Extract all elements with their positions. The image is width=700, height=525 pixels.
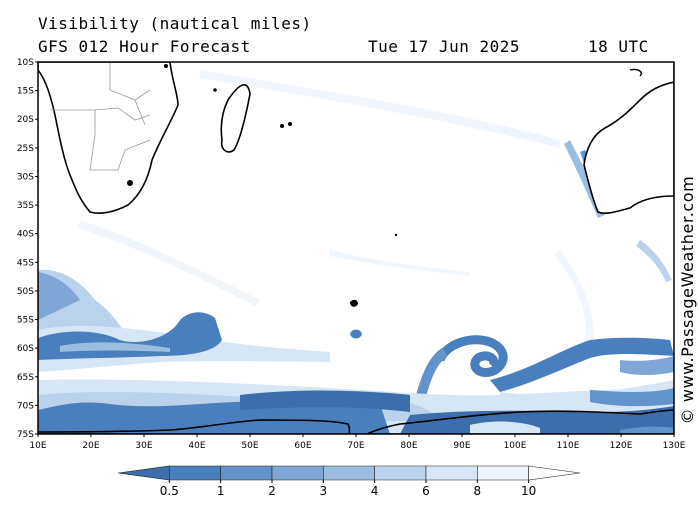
colorbar-segment (528, 465, 581, 481)
lat-label: 55S (17, 316, 34, 326)
lat-label: 10S (17, 58, 34, 68)
lon-label: 20E (82, 441, 99, 451)
lon-label: 40E (188, 441, 205, 451)
lon-label: 120E (610, 441, 633, 451)
colorbar-segment (323, 465, 375, 481)
colorbar-label: 2 (268, 484, 276, 498)
colorbar-label: 3 (320, 484, 328, 498)
coastlines (38, 62, 674, 434)
colorbar-segment (169, 465, 221, 481)
lon-label: 50E (241, 441, 258, 451)
forecast-model: GFS 012 Hour Forecast (38, 37, 251, 56)
lat-label: 75S (17, 430, 34, 440)
lat-label: 50S (17, 287, 34, 297)
colorbar-label: 4 (371, 484, 379, 498)
credit-text: © www.PassageWeather.com (678, 176, 697, 425)
lon-label: 10E (29, 441, 46, 451)
latitude-axis: 10S 15S 20S 25S 30S 35S 40S 45S 50S 55S 60S 65S 70S 7… (17, 58, 38, 440)
colorbar-segment (117, 465, 170, 481)
colorbar-legend: 0.5 1 2 3 4 6 8 10 (117, 465, 581, 498)
lat-label: 45S (17, 258, 34, 268)
map-title: Visibility (nautical miles) (38, 14, 312, 33)
colorbar-segment (220, 465, 273, 481)
colorbar-segment (425, 465, 478, 481)
colorbar-segment (271, 465, 324, 481)
lon-label: 90E (453, 441, 470, 451)
lat-label: 70S (17, 401, 34, 411)
longitude-axis: 10E 20E 30E 40E 50E 60E 70E 80E 90E 100E 110E 120E 1… (29, 434, 686, 451)
forecast-time: 18 UTC (588, 37, 649, 56)
lon-label: 60E (294, 441, 311, 451)
lat-label: 65S (17, 373, 34, 383)
lat-label: 40S (17, 230, 34, 240)
lat-label: 25S (17, 144, 34, 154)
lon-label: 130E (663, 441, 686, 451)
lon-label: 80E (400, 441, 417, 451)
lon-label: 30E (135, 441, 152, 451)
forecast-date: Tue 17 Jun 2025 (368, 37, 520, 56)
lon-label: 110E (557, 441, 580, 451)
lon-label: 100E (504, 441, 527, 451)
colorbar-segment (477, 465, 529, 481)
lon-label: 70E (347, 441, 364, 451)
colorbar-label: 8 (474, 484, 482, 498)
lat-label: 15S (17, 87, 34, 97)
colorbar-label: 1 (217, 484, 225, 498)
lat-label: 35S (17, 201, 34, 211)
colorbar-label: 10 (521, 484, 536, 498)
colorbar-label: 0.5 (160, 484, 179, 498)
colorbar-segment (374, 465, 427, 481)
lat-label: 20S (17, 115, 34, 125)
lat-label: 30S (17, 172, 34, 182)
lat-label: 60S (17, 344, 34, 354)
colorbar-label: 6 (422, 484, 430, 498)
